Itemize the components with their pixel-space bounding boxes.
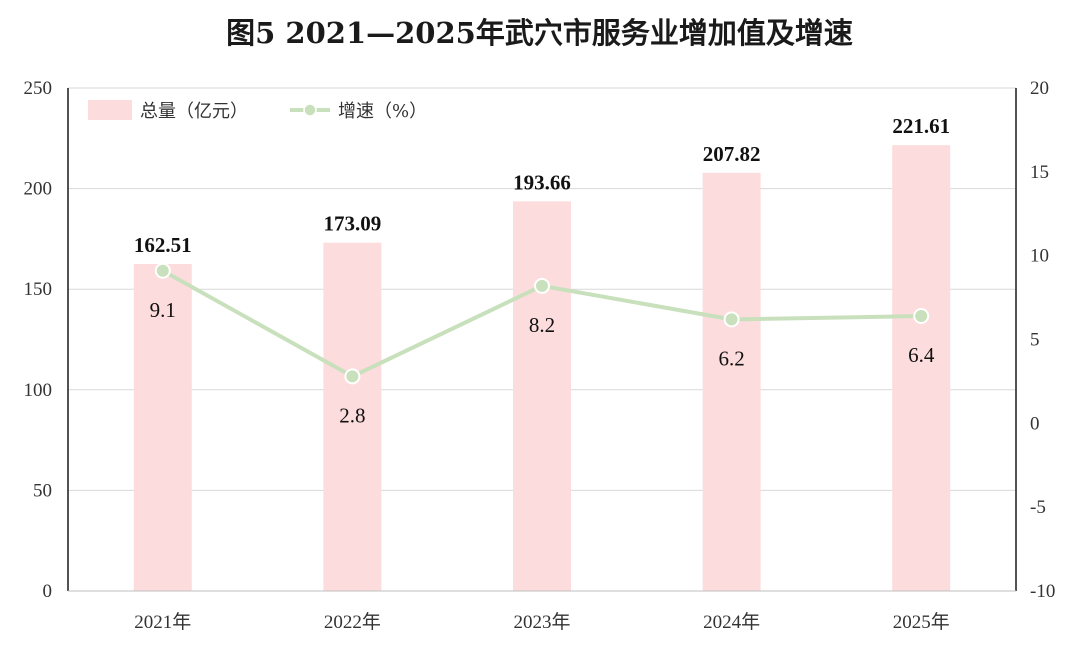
- legend-bar-label: 总量（亿元）: [140, 101, 248, 122]
- line-data-label: 2.8: [339, 403, 365, 427]
- bar: [513, 201, 571, 591]
- left-axis-tick-label: 50: [33, 480, 52, 501]
- line-data-label: 6.2: [718, 346, 744, 370]
- right-axis-tick-label: -5: [1030, 497, 1046, 518]
- bar: [323, 242, 382, 591]
- bar-data-label: 221.61: [892, 114, 950, 138]
- bar-data-label: 193.66: [513, 170, 571, 194]
- bar-data-label: 162.51: [134, 233, 192, 257]
- line-data-label: 9.1: [150, 298, 176, 322]
- x-axis-tick-label: 2024年: [703, 611, 760, 633]
- bar: [133, 264, 192, 591]
- line-data-label: 6.4: [908, 343, 935, 367]
- line-series: [154, 262, 930, 385]
- legend-bar-swatch: [88, 100, 132, 120]
- legend: 总量（亿元） 增速（%）: [88, 100, 427, 122]
- line-point: [723, 311, 740, 328]
- left-axis-tick-label: 250: [24, 78, 53, 99]
- x-axis-tick-label: 2021年: [134, 611, 191, 633]
- axes: 0 50 100 150 200 250 -10 -5 0 5 10 15 20 2021年 2022年 20…: [24, 78, 1056, 633]
- x-axis-tick-label: 2023年: [513, 611, 570, 633]
- legend-line-label: 增速（%）: [338, 101, 427, 122]
- data-labels: 162.51 173.09 193.66 207.82 221.61 9.1 2.8 8.2 6…: [134, 114, 950, 427]
- bar-data-label: 173.09: [324, 212, 382, 236]
- line-point: [534, 277, 550, 294]
- x-axis-tick-label: 2025年: [893, 611, 950, 633]
- x-axis-tick-label: 2022年: [324, 611, 381, 633]
- line-point: [913, 308, 930, 325]
- chart-title: 图5 2021—2025年武穴市服务业增加值及增速: [226, 16, 853, 50]
- bar-data-label: 207.82: [703, 142, 761, 166]
- line-point: [344, 368, 361, 385]
- right-axis-tick-label: -10: [1030, 581, 1055, 602]
- right-axis-tick-label: 0: [1030, 413, 1040, 434]
- right-axis-tick-label: 10: [1030, 246, 1049, 267]
- line-point: [154, 262, 171, 279]
- left-axis-tick-label: 0: [43, 581, 53, 602]
- bar: [892, 145, 951, 592]
- left-axis-tick-label: 100: [24, 380, 53, 401]
- right-axis-tick-label: 20: [1030, 78, 1049, 99]
- right-axis-tick-label: 5: [1030, 330, 1040, 351]
- left-axis-tick-label: 200: [24, 179, 53, 200]
- left-axis-tick-label: 150: [24, 279, 53, 300]
- legend-line-marker: [303, 103, 317, 117]
- line-data-label: 8.2: [529, 313, 555, 337]
- bar-series: [133, 145, 951, 592]
- right-axis-tick-label: 15: [1030, 162, 1049, 183]
- bar: [702, 172, 761, 592]
